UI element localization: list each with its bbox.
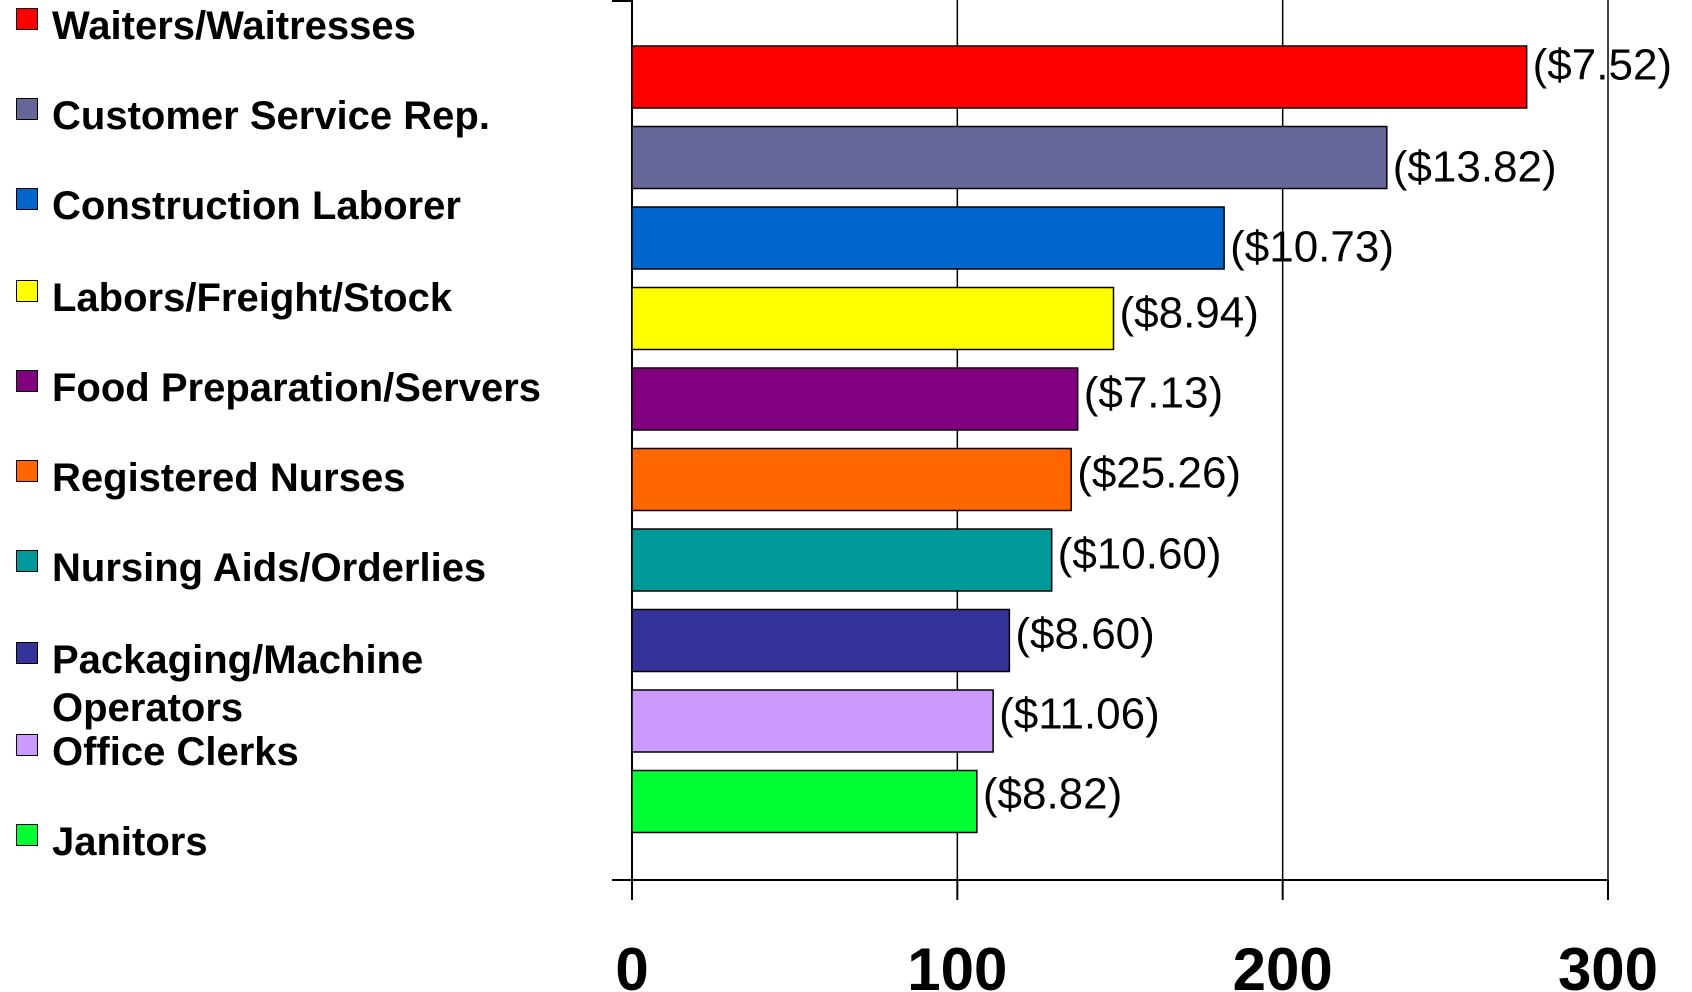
bar xyxy=(631,367,1079,431)
legend-swatch xyxy=(16,642,38,664)
legend-swatch xyxy=(16,280,38,302)
legend-item: Janitors xyxy=(16,818,572,866)
bar xyxy=(631,125,1388,190)
x-tick-label: 200 xyxy=(1233,936,1333,992)
data-label: ($11.06) xyxy=(999,690,1160,739)
legend-label: Packaging/Machine Operators xyxy=(52,638,424,730)
legend-item: Waiters/Waitresses xyxy=(16,2,572,50)
legend-swatch xyxy=(16,550,38,572)
legend-label: Registered Nurses xyxy=(52,456,406,500)
bar xyxy=(631,689,994,753)
legend-swatch xyxy=(16,460,38,482)
data-label: ($13.82) xyxy=(1393,143,1557,192)
legend-swatch xyxy=(16,370,38,392)
data-label: ($8.60) xyxy=(1015,610,1154,659)
bar xyxy=(631,45,1528,109)
data-label: ($7.13) xyxy=(1084,369,1223,418)
x-tick-label: 0 xyxy=(615,936,648,992)
data-label: ($8.94) xyxy=(1119,289,1258,338)
legend-item: Labors/Freight/Stock xyxy=(16,274,572,322)
legend-swatch xyxy=(16,734,38,756)
legend-label: Labors/Freight/Stock xyxy=(52,276,453,320)
legend-item: Food Preparation/Servers xyxy=(16,364,572,412)
bar xyxy=(631,608,1011,673)
data-label: ($10.60) xyxy=(1058,530,1222,579)
bar xyxy=(631,528,1053,592)
legend-label: Food Preparation/Servers xyxy=(52,366,542,410)
data-label: ($7.52) xyxy=(1533,41,1672,90)
legend-swatch xyxy=(16,98,38,120)
data-label: ($10.73) xyxy=(1230,223,1394,272)
legend-label: Construction Laborer xyxy=(52,184,461,228)
bar xyxy=(631,769,978,834)
data-label: ($25.26) xyxy=(1077,449,1241,498)
legend: Waiters/Waitresses Customer Service Rep. C… xyxy=(0,0,600,900)
legend-item: Nursing Aids/Orderlies xyxy=(16,544,572,592)
legend-swatch xyxy=(16,8,38,30)
legend-item: Customer Service Rep. xyxy=(16,92,572,140)
legend-swatch xyxy=(16,188,38,210)
bar xyxy=(631,447,1072,512)
legend-item: Registered Nurses xyxy=(16,454,572,502)
x-tick-label: 100 xyxy=(907,936,1007,992)
bar xyxy=(631,286,1115,351)
legend-item: Office Clerks xyxy=(16,728,572,776)
legend-item: Construction Laborer xyxy=(16,182,572,230)
x-tick-label: 300 xyxy=(1558,936,1658,992)
legend-label: Customer Service Rep. xyxy=(52,94,490,138)
legend-item: Packaging/Machine Operators xyxy=(16,636,572,732)
legend-label: Janitors xyxy=(52,820,208,864)
data-label: ($8.82) xyxy=(983,770,1122,819)
legend-label: Nursing Aids/Orderlies xyxy=(52,546,487,590)
legend-swatch xyxy=(16,824,38,846)
bar xyxy=(631,206,1225,270)
legend-label: Waiters/Waitresses xyxy=(52,4,416,48)
legend-label: Office Clerks xyxy=(52,730,299,774)
